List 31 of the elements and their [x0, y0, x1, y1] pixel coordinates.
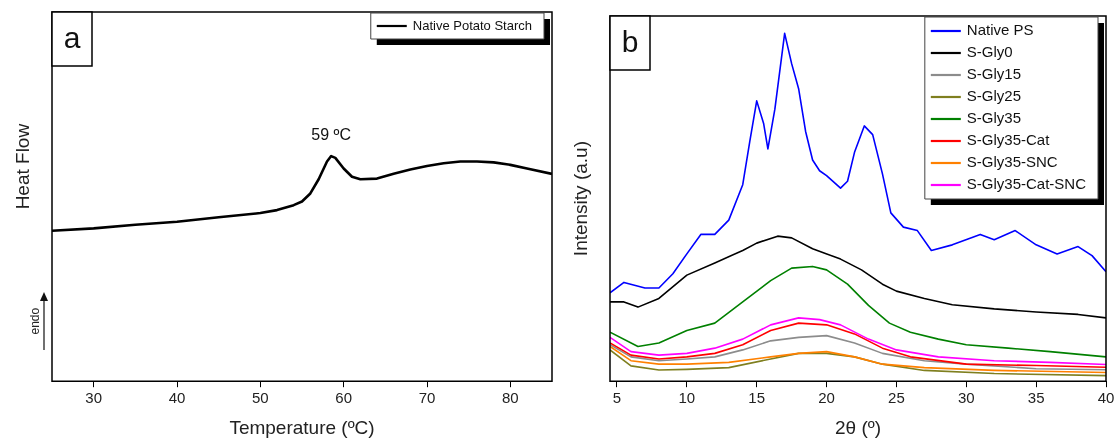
- x-tick-label: 25: [888, 389, 905, 407]
- y-axis-title: Heat Flow: [12, 123, 34, 210]
- x-tick-label: 40: [1097, 389, 1115, 407]
- x-tick-label: 70: [418, 389, 436, 407]
- x-tick-label: 30: [85, 389, 103, 407]
- x-axis-title: Temperature (ºC): [229, 416, 375, 438]
- legend-label: S-Gly35-Cat-SNC: [966, 175, 1087, 193]
- x-tick-label: 50: [251, 389, 269, 407]
- legend-label: S-Gly35-Cat: [966, 131, 1051, 149]
- legend-label: S-Gly0: [966, 43, 1013, 61]
- x-axis-title: 2θ (º): [834, 416, 882, 438]
- legend-label: S-Gly25: [966, 87, 1021, 105]
- x-tick-label: 60: [335, 389, 353, 407]
- x-tick-label: 80: [501, 389, 519, 407]
- text: endo: [28, 307, 43, 335]
- x-tick-label: 35: [1027, 389, 1045, 407]
- legend-label: S-Gly15: [966, 65, 1021, 83]
- x-tick-label: 40: [168, 389, 186, 407]
- x-tick-label: 20: [818, 389, 835, 407]
- annotation: b: [621, 25, 639, 59]
- x-tick-label: 15: [748, 389, 766, 407]
- annotation: 59 ºC: [311, 126, 351, 144]
- legend-label: S-Gly35-SNC: [966, 153, 1058, 171]
- legend-label: Native Potato Starch: [412, 17, 533, 33]
- text: a: [63, 21, 81, 55]
- legend-label: S-Gly35: [966, 109, 1021, 127]
- x-tick-label: 5: [612, 389, 622, 407]
- y-axis-title: Intensity (a.u): [570, 141, 592, 257]
- x-tick-label: 30: [957, 389, 975, 407]
- legend-label: Native PS: [966, 21, 1034, 39]
- x-tick-label: 10: [678, 389, 696, 407]
